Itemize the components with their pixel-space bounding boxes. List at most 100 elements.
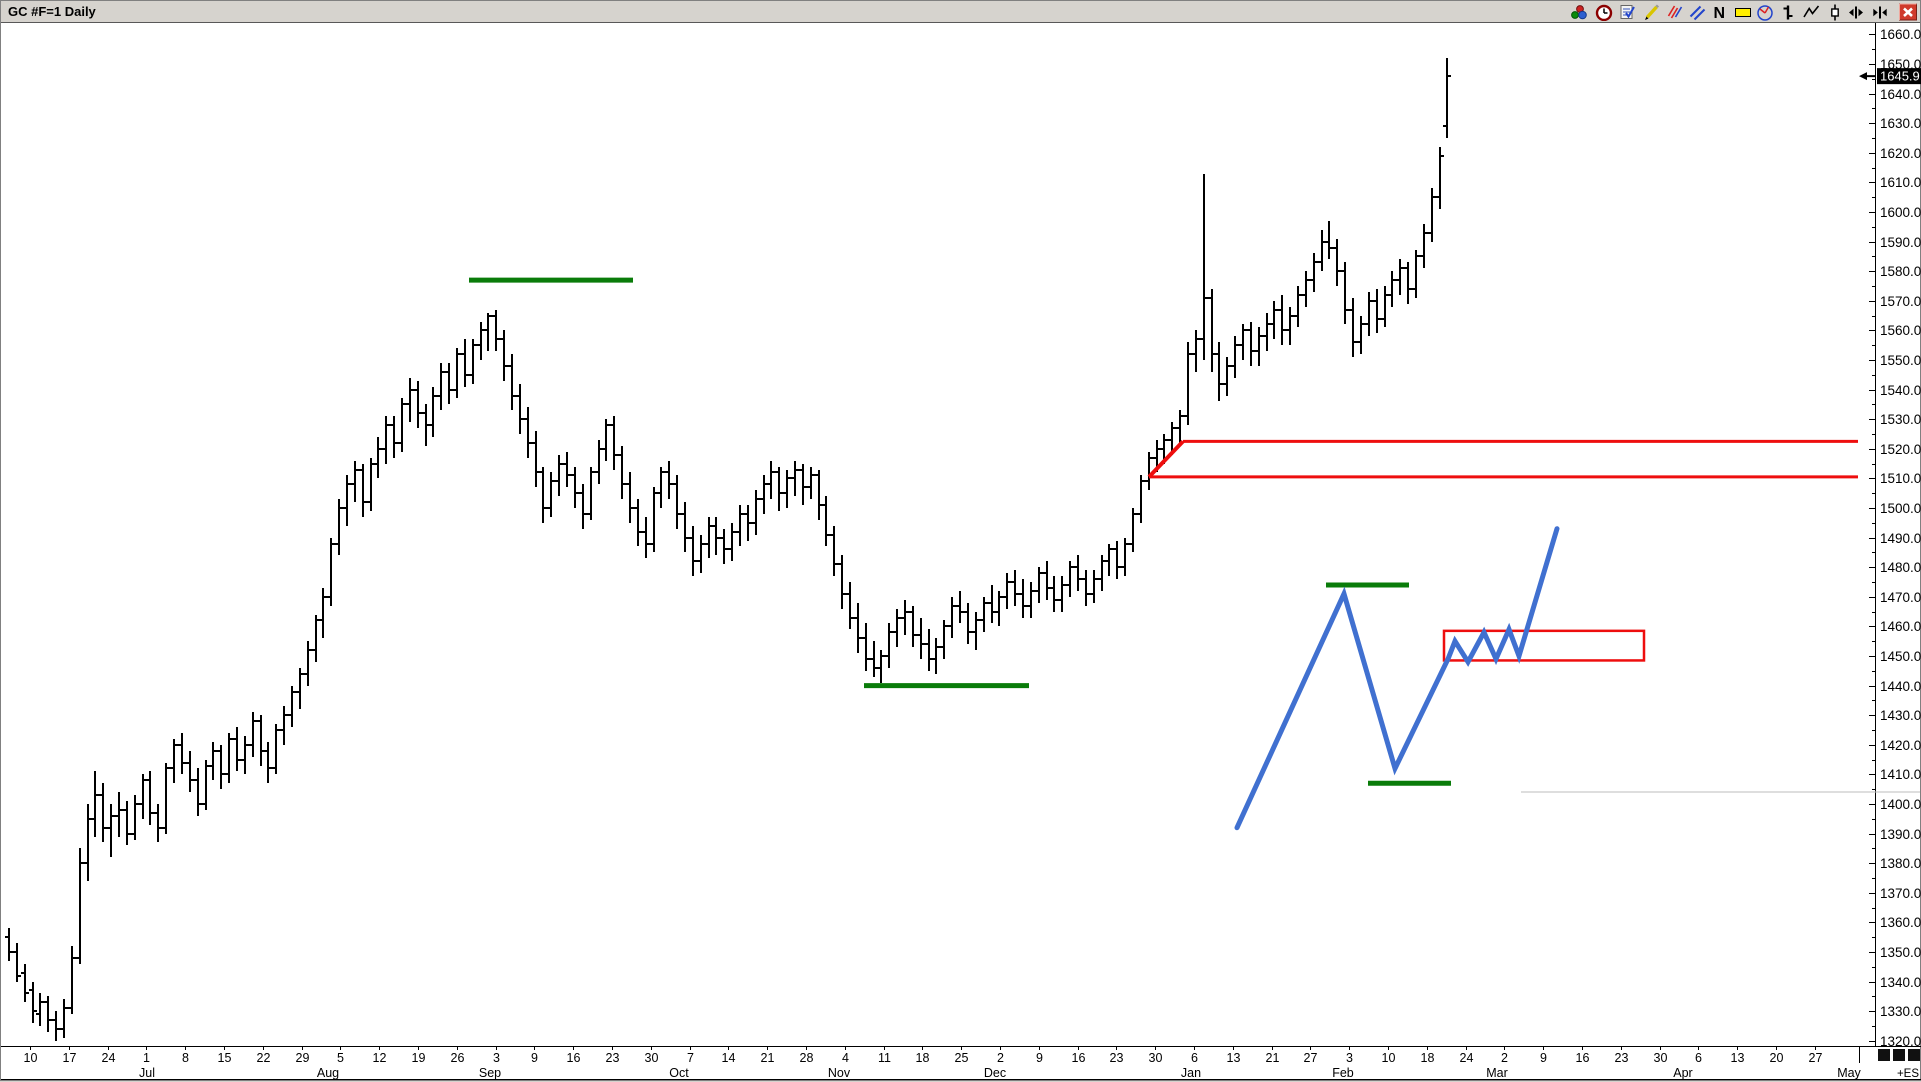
hatch-lines-icon[interactable] [1665, 3, 1685, 21]
date-axis-label: 21 [1266, 1051, 1280, 1065]
price-axis-label: 1330.0 [1880, 1004, 1921, 1019]
date-axis-label: 27 [1304, 1051, 1318, 1065]
price-axis-label: 1320.0 [1880, 1034, 1921, 1049]
bar-style-icon[interactable] [1778, 3, 1798, 21]
price-axis-label: 1380.0 [1880, 856, 1921, 871]
compress-spacing-icon[interactable] [1870, 3, 1890, 21]
price-axis-label: 1590.0 [1880, 235, 1921, 250]
last-price-arrow [1859, 72, 1867, 80]
price-axis-label: 1470.0 [1880, 590, 1921, 605]
date-axis-label: 2 [1501, 1051, 1508, 1065]
price-axis-label: 1630.0 [1880, 116, 1921, 131]
price-axis-label: 1500.0 [1880, 501, 1921, 516]
clock-icon[interactable] [1594, 3, 1614, 21]
date-axis-label: 23 [1110, 1051, 1124, 1065]
trendline-icon[interactable] [1687, 3, 1707, 21]
date-axis-label: 1 [143, 1051, 150, 1065]
price-axis-label: 1570.0 [1880, 294, 1921, 309]
date-axis-label: 16 [567, 1051, 581, 1065]
date-axis-label: 26 [451, 1051, 465, 1065]
price-axis-label: 1450.0 [1880, 649, 1921, 664]
month-label: Feb [1332, 1066, 1354, 1080]
date-axis-label: 28 [800, 1051, 814, 1065]
price-axis-label: 1430.0 [1880, 708, 1921, 723]
close-icon[interactable] [1898, 3, 1918, 21]
date-axis-label: 10 [24, 1051, 38, 1065]
month-label: Aug [317, 1066, 339, 1080]
scroll-block[interactable] [1893, 1049, 1905, 1061]
price-bars [5, 58, 1451, 1041]
date-axis-label: 22 [257, 1051, 271, 1065]
text-tool-icon[interactable]: N [1709, 3, 1729, 21]
date-axis-label: 23 [606, 1051, 620, 1065]
price-axis-label: 1600.0 [1880, 205, 1921, 220]
month-label: Dec [984, 1066, 1006, 1080]
price-axis-label: 1480.0 [1880, 560, 1921, 575]
date-axis-label: 2 [997, 1051, 1004, 1065]
date-axis-label: 18 [1421, 1051, 1435, 1065]
symbol-palette-icon[interactable] [1569, 3, 1589, 21]
price-axis-label: 1410.0 [1880, 767, 1921, 782]
month-label: Sep [479, 1066, 501, 1080]
price-axis-label: 1490.0 [1880, 531, 1921, 546]
corner-symbol-label: +ES [1897, 1068, 1919, 1080]
notes-checklist-icon[interactable] [1617, 3, 1637, 21]
month-label: Jul [139, 1066, 155, 1080]
date-axis-label: 23 [1615, 1051, 1629, 1065]
date-axis-label: 16 [1072, 1051, 1086, 1065]
date-axis-label: 15 [218, 1051, 232, 1065]
expand-spacing-icon[interactable] [1846, 3, 1866, 21]
date-axis-label: 16 [1576, 1051, 1590, 1065]
month-label: Nov [828, 1066, 851, 1080]
titlebar[interactable]: GC #F=1 Daily N [1, 1, 1920, 23]
date-axis-label: 9 [531, 1051, 538, 1065]
date-axis-label: 24 [102, 1051, 116, 1065]
arc-compass-icon[interactable] [1755, 3, 1775, 21]
date-axis-label: 30 [1654, 1051, 1668, 1065]
date-axis-label: 30 [645, 1051, 659, 1065]
date-axis-label: 6 [1695, 1051, 1702, 1065]
price-axis-label: 1400.0 [1880, 797, 1921, 812]
price-axis-label: 1610.0 [1880, 175, 1921, 190]
chart-canvas[interactable]: 1320.0 1330.0 1340.0 1350.0 1360.0 1370.0 1380… [1, 23, 1921, 1082]
price-axis-label: 1640.0 [1880, 87, 1921, 102]
price-axis-label: 1520.0 [1880, 442, 1921, 457]
price-axis-label: 1370.0 [1880, 886, 1921, 901]
date-axis-label: 9 [1540, 1051, 1547, 1065]
price-axis-label: 1510.0 [1880, 471, 1921, 486]
date-axis-label: 18 [916, 1051, 930, 1065]
scroll-block[interactable] [1878, 1049, 1890, 1061]
date-axis-label: 7 [687, 1051, 694, 1065]
price-axis-label: 1360.0 [1880, 915, 1921, 930]
chart-area: 1320.0 1330.0 1340.0 1350.0 1360.0 1370.0 1380… [1, 23, 1920, 1080]
last-price-label: 1645.9 [1880, 69, 1920, 84]
date-axis-label: 29 [296, 1051, 310, 1065]
price-axis-label: 1660.0 [1880, 27, 1921, 42]
price-axis-label: 1460.0 [1880, 619, 1921, 634]
date-axis-label: 8 [182, 1051, 189, 1065]
date-axis-label: 24 [1460, 1051, 1474, 1065]
price-axis-label: 1420.0 [1880, 738, 1921, 753]
zigzag-tool-icon[interactable] [1801, 3, 1821, 21]
rectangle-tool-icon[interactable] [1733, 3, 1753, 21]
price-axis-label: 1350.0 [1880, 945, 1921, 960]
date-axis-label: 11 [878, 1051, 891, 1065]
price-axis-label: 1530.0 [1880, 412, 1921, 427]
svg-text:N: N [1714, 5, 1726, 21]
scroll-block[interactable] [1908, 1049, 1920, 1061]
date-axis-label: 3 [1346, 1051, 1353, 1065]
date-axis-label: 3 [493, 1051, 500, 1065]
month-label: Oct [669, 1066, 689, 1080]
date-axis-label: 17 [63, 1051, 77, 1065]
date-axis-label: 4 [842, 1051, 849, 1065]
date-axis-label: 19 [412, 1051, 426, 1065]
candlestick-style-icon[interactable] [1825, 3, 1845, 21]
price-axis-label: 1340.0 [1880, 975, 1921, 990]
resistance-connector-line[interactable] [1149, 441, 1183, 477]
price-axis-label: 1540.0 [1880, 383, 1921, 398]
date-axis-label: 10 [1382, 1051, 1396, 1065]
date-axis-label: 27 [1809, 1051, 1823, 1065]
pencil-draw-icon[interactable] [1641, 3, 1661, 21]
price-axis-label: 1550.0 [1880, 353, 1921, 368]
